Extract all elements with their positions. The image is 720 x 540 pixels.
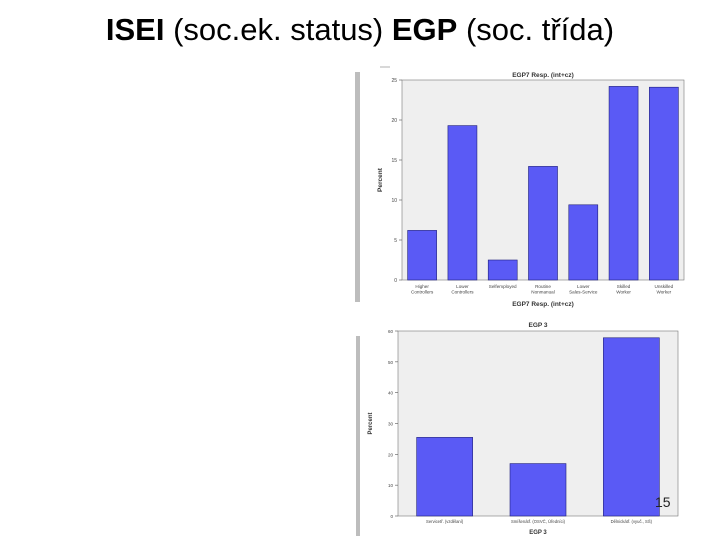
y-tick-label: 10 xyxy=(391,198,397,204)
bar xyxy=(603,337,660,517)
chart-title: EGP7 Resp. (int+cz) xyxy=(512,72,574,79)
bar xyxy=(649,86,679,281)
chart-shadow xyxy=(355,72,361,302)
egp7-bar-chart: EGP7 Resp. (int+cz) 0 5 10 15 20 25 Percent High… xyxy=(360,68,688,310)
y-axis-label: Percent xyxy=(368,412,374,434)
title-isei-desc: (soc.ek. status) xyxy=(164,12,392,47)
egp3-bar-chart: EGP 3 0 10 20 30 40 50 60 Percent Servicetř. (vzd… xyxy=(360,318,682,540)
bar xyxy=(416,437,473,517)
title-egp: EGP xyxy=(391,12,458,47)
x-axis-label: EGP 3 xyxy=(529,530,547,536)
y-tick-label: 20 xyxy=(388,452,394,457)
x-category-label: Routine Nonmanual xyxy=(531,284,555,295)
y-tick-label: 25 xyxy=(391,78,397,84)
title-egp-desc: (soc. třída) xyxy=(457,12,615,47)
x-category-label: Lower Controllers xyxy=(451,284,474,295)
y-tick-label: 5 xyxy=(394,238,397,244)
y-tick-label: 10 xyxy=(388,483,394,488)
egp7-chart-svg: EGP7 Resp. (int+cz) 0 5 10 15 20 25 Percent High… xyxy=(377,72,685,308)
chart-shadow xyxy=(356,336,362,536)
slide-page-number: 15 xyxy=(655,494,671,510)
x-category-label: Skilled Worker xyxy=(616,284,631,295)
x-category-label: Servicetř. (vzdělaní) xyxy=(426,519,464,524)
x-category-label: Dělnickátř. (vyuč., SŠ) xyxy=(611,519,653,524)
y-tick-label: 60 xyxy=(388,329,394,334)
y-tick-label: 50 xyxy=(388,360,394,365)
y-tick-label: 15 xyxy=(391,158,397,164)
bar xyxy=(407,230,437,281)
bar xyxy=(608,86,639,281)
bar xyxy=(447,125,478,281)
y-tick-label: 40 xyxy=(388,391,394,396)
x-axis-label: EGP7 Resp. (int+cz) xyxy=(512,301,574,308)
bar xyxy=(487,259,518,281)
slide-title: ISEI (soc.ek. status) EGP (soc. třída) xyxy=(0,12,720,48)
y-tick-label: 20 xyxy=(391,118,397,124)
chart-title: EGP 3 xyxy=(528,322,547,329)
bar xyxy=(568,204,599,281)
y-tick-label: 30 xyxy=(388,422,394,427)
x-category-label: Selfemployed xyxy=(489,284,517,289)
x-category-label: Smíšenátř. (OSVČ, Úředníci) xyxy=(511,519,566,524)
egp3-chart-svg: EGP 3 0 10 20 30 40 50 60 Percent Servicetř. (vzd… xyxy=(368,322,679,536)
title-isei: ISEI xyxy=(105,12,165,47)
x-category-label: Unskilled Worker xyxy=(655,284,674,295)
y-tick-label: 0 xyxy=(390,514,393,519)
y-axis-label: Percent xyxy=(377,167,384,192)
x-category-label: Higher Controllers xyxy=(411,284,434,295)
bar xyxy=(528,166,558,281)
y-tick-label: 0 xyxy=(394,278,397,284)
bar xyxy=(509,463,567,517)
x-category-label: Lower Sales-Service xyxy=(569,284,598,295)
